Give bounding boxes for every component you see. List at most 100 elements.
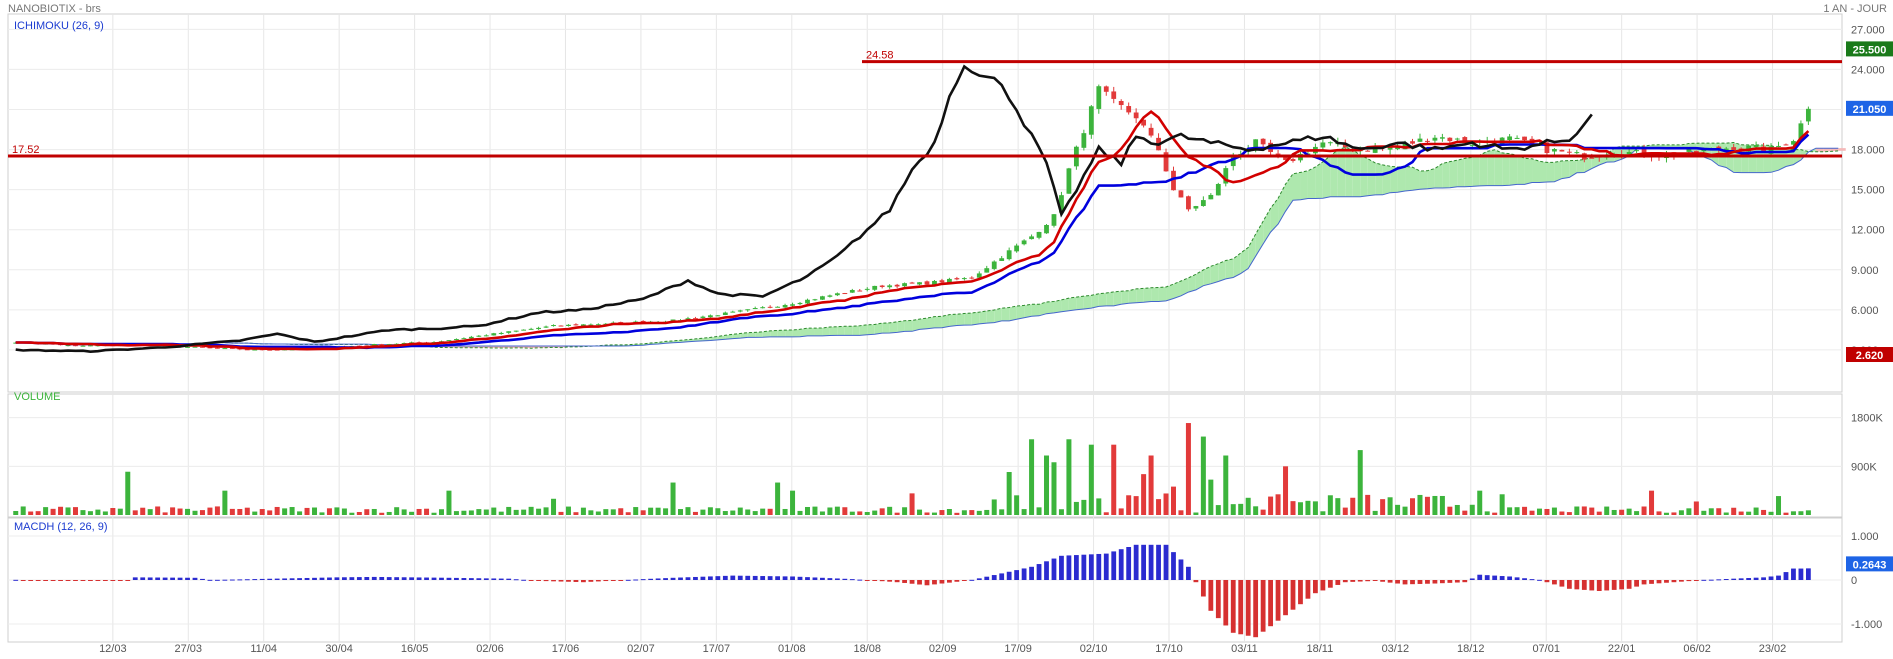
cloud-segment: [1337, 147, 1346, 197]
cloud-segment: [1098, 292, 1107, 307]
x-tick-label: 17/06: [552, 643, 580, 655]
macd-panel-label: MACDH (12, 26, 9): [14, 521, 108, 533]
price-panel-label: ICHIMOKU (26, 9): [14, 20, 104, 32]
cloud-segment: [755, 331, 763, 338]
cloud-segment: [1225, 258, 1234, 279]
macd-bar: [229, 579, 235, 581]
candle-body: [446, 340, 452, 342]
macd-bar: [909, 580, 915, 584]
horizontal-levels: 24.58 17.52: [8, 50, 1842, 158]
candle-body: [1178, 190, 1184, 198]
macd-bar: [752, 575, 758, 580]
volume-bar: [132, 510, 138, 515]
cloud-segment: [1173, 280, 1181, 299]
macd-bar: [521, 579, 527, 581]
volume-bar: [946, 509, 952, 515]
candle-body: [461, 338, 467, 340]
volume-bar: [431, 512, 437, 515]
macd-bar: [849, 579, 855, 581]
macd-bar: [244, 579, 250, 581]
macd-bar: [1716, 579, 1722, 581]
macd-bar: [222, 579, 228, 581]
cloud-segment: [1375, 162, 1383, 195]
candle-body: [1126, 106, 1132, 113]
cloud-segment: [956, 313, 965, 326]
x-tick-label: 02/10: [1080, 643, 1108, 655]
volume-bar: [72, 507, 78, 515]
macd-bar: [416, 577, 422, 580]
x-tick-label: 01/08: [778, 643, 806, 655]
macd-bar: [991, 575, 997, 580]
volume-bars: [13, 423, 1811, 515]
candle-body: [1776, 145, 1781, 147]
macd-bar: [1073, 555, 1079, 580]
macd-bar: [782, 576, 788, 580]
candle-body: [1701, 149, 1707, 152]
volume-bar: [498, 511, 504, 515]
volume-bar: [312, 507, 318, 515]
volume-bar: [110, 508, 116, 515]
volume-bar: [1238, 503, 1244, 515]
macd-bar: [289, 578, 295, 580]
volume-bar: [722, 511, 728, 515]
macd-bar: [685, 577, 691, 580]
candle-body: [506, 331, 512, 333]
period-label[interactable]: 1 AN - JOUR: [1823, 3, 1887, 15]
cloud-segment: [1016, 305, 1025, 320]
macd-bar: [1268, 580, 1273, 627]
macd-bar: [894, 580, 900, 583]
cloud-segment: [1741, 144, 1749, 173]
cloud-segment: [740, 332, 748, 339]
cloud-segment: [747, 332, 756, 338]
candle-body: [371, 344, 377, 346]
macd-bar: [304, 577, 310, 580]
volume-bar: [1044, 455, 1050, 515]
candle-body: [984, 268, 990, 273]
cloud-segment: [1233, 253, 1241, 278]
volume-bar: [438, 509, 444, 515]
macd-bar: [371, 576, 377, 580]
macd-bar: [827, 578, 833, 580]
macd-bar: [1552, 580, 1557, 585]
macd-bar: [1649, 580, 1654, 584]
candle-body: [1574, 152, 1580, 154]
indicator-lines: [15, 64, 1810, 354]
volume-bar: [1058, 509, 1064, 515]
macd-bar: [319, 577, 325, 580]
volume-bar: [1574, 506, 1580, 515]
volume-bar: [610, 509, 616, 515]
volume-bar: [1148, 455, 1154, 515]
macd-bar: [797, 576, 803, 580]
volume-bar: [1723, 512, 1729, 515]
macd-bar: [1103, 553, 1109, 580]
candle-body: [775, 306, 781, 308]
macd-bar: [842, 578, 848, 580]
volume-bar: [999, 509, 1005, 515]
volume-bar: [28, 511, 34, 515]
kijun-line: [15, 133, 1810, 350]
volume-bar: [1566, 512, 1572, 515]
volume-bar: [1103, 512, 1109, 515]
macd-bar: [924, 580, 930, 586]
volume-bar: [244, 507, 250, 515]
macd-bar: [461, 578, 467, 580]
cloud-segment: [1576, 159, 1585, 173]
macd-bar: [1753, 577, 1759, 580]
macd-bar: [1096, 553, 1102, 580]
cloud-segment: [837, 326, 845, 336]
candle-body: [1768, 146, 1774, 154]
cloud-segment: [1494, 149, 1503, 186]
candle-body: [1552, 149, 1557, 152]
candle-body: [498, 332, 504, 334]
price-tick-label: 6.000: [1851, 305, 1879, 317]
x-tick-label: 17/10: [1155, 643, 1183, 655]
cloud-segment: [1561, 160, 1570, 179]
candle-body: [909, 282, 915, 284]
macd-bar: [364, 577, 370, 580]
volume-bar: [371, 508, 377, 515]
macd-bar: [558, 580, 564, 582]
volume-bar: [1350, 497, 1356, 515]
volume-bar: [685, 507, 691, 515]
candle-body: [1088, 106, 1094, 135]
volume-bar: [737, 507, 743, 515]
